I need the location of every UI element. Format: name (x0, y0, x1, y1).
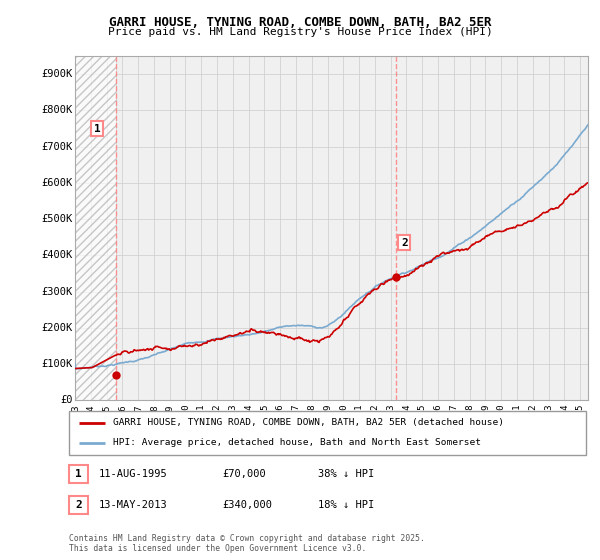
Text: Contains HM Land Registry data © Crown copyright and database right 2025.
This d: Contains HM Land Registry data © Crown c… (69, 534, 425, 553)
Text: £500K: £500K (41, 214, 73, 224)
Text: £100K: £100K (41, 359, 73, 369)
Text: £70,000: £70,000 (222, 469, 266, 479)
FancyBboxPatch shape (69, 465, 88, 483)
FancyBboxPatch shape (69, 496, 88, 514)
Text: £0: £0 (60, 395, 73, 405)
Text: 11-AUG-1995: 11-AUG-1995 (99, 469, 168, 479)
Text: £800K: £800K (41, 105, 73, 115)
Text: 2: 2 (75, 500, 82, 510)
Text: £900K: £900K (41, 69, 73, 79)
Text: £700K: £700K (41, 142, 73, 152)
Bar (75, 56, 116, 400)
Text: HPI: Average price, detached house, Bath and North East Somerset: HPI: Average price, detached house, Bath… (113, 438, 481, 447)
Text: 2: 2 (401, 237, 407, 248)
Text: £300K: £300K (41, 287, 73, 297)
Text: 18% ↓ HPI: 18% ↓ HPI (318, 500, 374, 510)
FancyBboxPatch shape (69, 411, 586, 455)
Text: £400K: £400K (41, 250, 73, 260)
Text: 13-MAY-2013: 13-MAY-2013 (99, 500, 168, 510)
Text: GARRI HOUSE, TYNING ROAD, COMBE DOWN, BATH, BA2 5ER: GARRI HOUSE, TYNING ROAD, COMBE DOWN, BA… (109, 16, 491, 29)
Text: 38% ↓ HPI: 38% ↓ HPI (318, 469, 374, 479)
Text: 1: 1 (75, 469, 82, 479)
Text: £340,000: £340,000 (222, 500, 272, 510)
Text: 1: 1 (94, 124, 101, 133)
Text: Price paid vs. HM Land Registry's House Price Index (HPI): Price paid vs. HM Land Registry's House … (107, 27, 493, 37)
Text: £600K: £600K (41, 178, 73, 188)
Text: £200K: £200K (41, 323, 73, 333)
Text: GARRI HOUSE, TYNING ROAD, COMBE DOWN, BATH, BA2 5ER (detached house): GARRI HOUSE, TYNING ROAD, COMBE DOWN, BA… (113, 418, 504, 427)
